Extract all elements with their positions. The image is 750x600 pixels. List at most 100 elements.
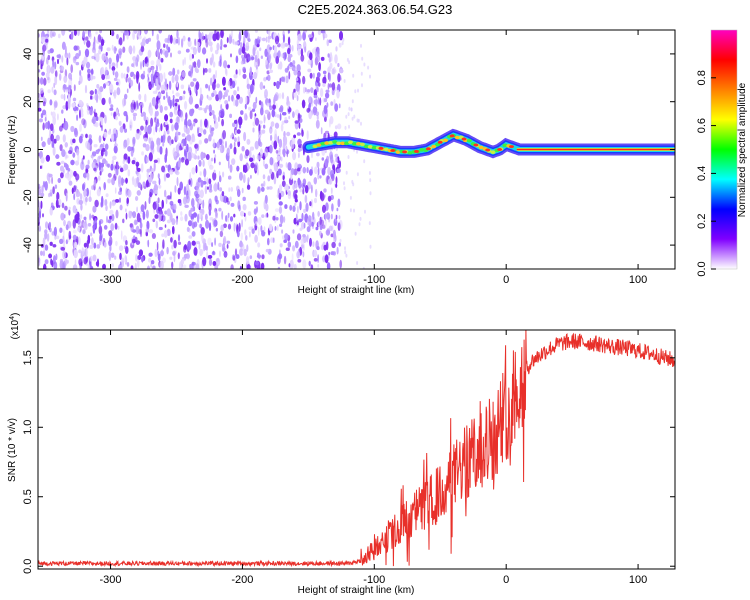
noise-blob [277,135,280,144]
noise-blob [120,30,125,34]
noise-blob [156,40,161,50]
noise-blob [201,208,205,215]
noise-blob [312,211,315,220]
noise-blob [129,124,132,129]
noise-blob [204,107,207,114]
noise-blob [135,71,140,80]
noise-blob [292,151,296,161]
noise-blob [297,205,299,214]
noise-blob [113,77,118,81]
noise-blob [361,83,363,88]
noise-blob [185,112,188,120]
noise-blob [185,48,190,53]
noise-blob [140,46,145,53]
noise-blob [127,169,131,177]
noise-blob [325,132,328,138]
noise-blob [363,62,366,67]
noise-blob [354,231,357,236]
noise-blob [92,75,96,80]
noise-blob [241,46,246,54]
noise-blob [127,146,132,152]
noise-blob [250,83,254,94]
noise-blob [172,95,175,99]
noise-blob [72,234,77,240]
noise-blob [77,226,81,232]
noise-blob [156,78,159,87]
noise-blob [202,67,205,76]
track-core-blob [336,141,342,146]
noise-blob [297,259,302,263]
noise-blob [191,240,196,246]
noise-blob [118,191,122,195]
noise-blob [38,98,41,108]
noise-blob [302,31,306,41]
noise-blob [338,242,341,247]
noise-blob [204,185,208,195]
noise-blob [248,226,253,231]
noise-blob [80,161,85,171]
noise-blob [269,168,273,175]
noise-blob [63,93,66,101]
noise-blob [60,247,65,251]
noise-blob [53,82,56,89]
noise-blob [61,55,64,63]
noise-blob [278,93,282,99]
noise-blob [304,194,308,204]
noise-blob [41,71,45,76]
noise-blob [341,41,344,46]
noise-blob [130,265,134,269]
noise-blob [47,30,50,36]
noise-blob [42,122,45,131]
noise-blob [39,87,44,94]
noise-blob [151,233,156,239]
noise-blob [45,154,51,162]
noise-blob [47,76,50,81]
noise-blob [214,157,216,164]
noise-blob [98,49,101,55]
noise-blob [157,197,160,204]
noise-blob [188,220,193,227]
noise-blob [208,104,212,113]
noise-blob [40,64,43,70]
noise-blob [346,57,349,62]
noise-blob [108,62,111,70]
noise-blob [63,219,66,227]
noise-blob [281,120,285,125]
noise-blob [115,116,118,121]
noise-blob [68,230,72,240]
noise-blob [281,180,286,187]
noise-blob [122,160,125,165]
noise-blob [293,69,298,76]
noise-blob [94,88,97,95]
noise-blob [223,250,228,258]
noise-blob [256,50,260,60]
noise-blob [202,256,207,267]
noise-blob [122,103,125,108]
colorbar-tick-label: 0.6 [696,118,708,133]
noise-blob [92,41,96,51]
noise-blob [272,215,276,221]
noise-blob [259,148,263,158]
noise-blob [172,251,176,256]
noise-blob [128,212,132,219]
noise-blob [219,187,223,192]
noise-blob [205,105,209,110]
noise-blob [126,66,130,73]
noise-blob [45,221,49,229]
noise-blob [53,255,56,265]
noise-blob [297,167,301,172]
noise-blob [248,149,252,160]
noise-blob [148,81,152,90]
noise-blob [158,30,162,34]
noise-blob [301,182,306,189]
noise-blob [142,143,147,148]
noise-blob [111,159,115,165]
noise-blob [207,96,212,101]
noise-blob [271,140,275,146]
noise-blob [164,121,168,125]
noise-blob [98,225,103,235]
noise-blob [238,32,242,42]
noise-blob [345,170,348,175]
noise-blob [282,34,285,43]
noise-blob [327,167,331,176]
